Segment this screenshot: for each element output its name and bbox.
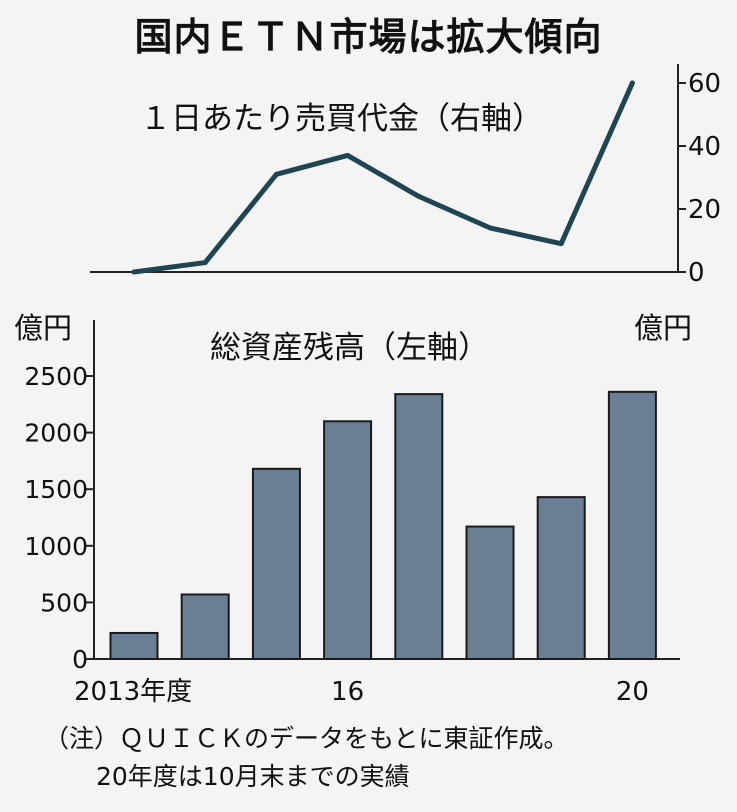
line-chart-panel: 0 20 40 60 １日あたり売買代金（右軸）: [90, 64, 721, 288]
bar: [109, 631, 159, 660]
line-point: [416, 193, 422, 199]
bar-series-title: 総資産残高（左軸）: [210, 330, 489, 366]
bar: [180, 593, 230, 661]
line-point: [202, 260, 208, 266]
bar-ytick-label: 1500: [24, 475, 88, 504]
line-ytick-label: 40: [688, 132, 721, 162]
bar: [251, 467, 301, 660]
bar-ytick-label: 2500: [24, 362, 88, 391]
line-point: [131, 269, 137, 275]
bar-xtick-label: 16: [331, 677, 364, 707]
line-series-trading-value: [131, 80, 635, 275]
note-line-2: 20年度は10月末までの実績: [96, 762, 410, 791]
line-point: [487, 225, 493, 231]
line-point: [345, 152, 351, 158]
bar: [394, 393, 444, 660]
notes: （注）ＱＵＩＣＫのデータをもとに東証作成。 20年度は10月末までの実績: [44, 720, 569, 796]
line-series-title: １日あたり売買代金（右軸）: [140, 101, 543, 137]
line-point: [629, 80, 635, 86]
line-ytick-label: 0: [688, 258, 705, 288]
bar: [607, 390, 657, 660]
bar: [465, 525, 515, 661]
bar-chart-panel: 0 500 1000 1500 2000 2500 2013年度 16 20 億円 億円総資産残高（…: [14, 311, 692, 707]
line-ytick-label: 20: [688, 195, 721, 225]
line-ytick-label: 60: [688, 69, 721, 99]
bar-ytick-label: 2000: [24, 419, 88, 448]
bar-ytick-label: 0: [72, 645, 88, 674]
note-line-1: （注）ＱＵＩＣＫのデータをもとに東証作成。: [44, 724, 569, 753]
bar: [536, 496, 586, 660]
bar-ytick-label: 500: [40, 588, 88, 617]
bar-ytick-label: 1000: [24, 532, 88, 561]
bar-left-axis-unit: 億円: [14, 311, 72, 345]
chart-title: 国内ＥＴＮ市場は拡大傾向: [134, 15, 603, 59]
bar-xtick-label: 2013年度: [74, 677, 192, 707]
line-point: [558, 241, 564, 247]
bar-right-axis-unit: 億円: [634, 311, 692, 345]
line-point: [273, 171, 279, 177]
bar-xtick-label: 20: [616, 677, 649, 707]
bar: [323, 420, 373, 660]
